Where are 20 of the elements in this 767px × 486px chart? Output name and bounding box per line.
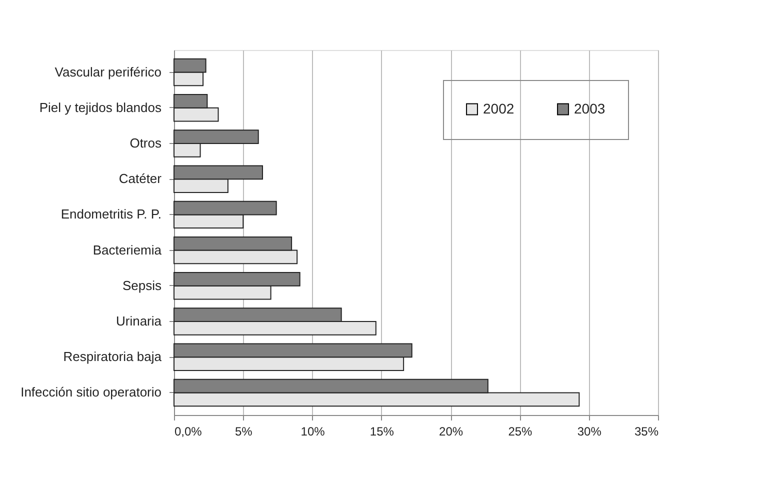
x-tick-label: 5% bbox=[234, 424, 253, 438]
legend-label: 2002 bbox=[483, 100, 514, 116]
x-tick-label: 0,0% bbox=[174, 424, 202, 438]
y-tick-label: Urinaria bbox=[116, 314, 162, 329]
x-tick-label: 30% bbox=[577, 424, 602, 438]
x-tick-label: 25% bbox=[508, 424, 533, 438]
x-tick-label: 15% bbox=[370, 424, 394, 438]
y-tick-label: Sepsis bbox=[122, 278, 162, 293]
y-tick-label: Otros bbox=[130, 135, 162, 150]
y-tick-label: Catéter bbox=[118, 171, 162, 186]
y-tick-label: Endometritis P. P. bbox=[60, 206, 162, 222]
x-tick-label: 10% bbox=[300, 424, 326, 438]
y-tick-label: Respiratoria baja bbox=[63, 349, 162, 364]
x-tick-label: 35% bbox=[634, 424, 659, 438]
y-tick-label: Piel y tejidos blandos bbox=[39, 100, 162, 115]
x-tick-label: 20% bbox=[439, 424, 464, 438]
y-tick-label: Vascular periférico bbox=[54, 64, 162, 80]
legend-label: 2003 bbox=[574, 100, 606, 116]
y-tick-label: Infección sitio operatorio bbox=[20, 384, 162, 400]
y-tick-label: Bacteriemia bbox=[92, 242, 162, 258]
